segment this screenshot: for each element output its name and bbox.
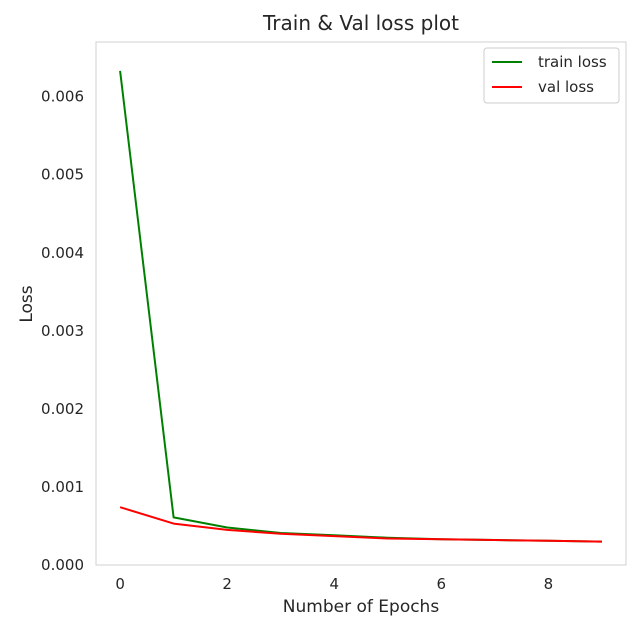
plot-area	[95, 41, 627, 566]
series-line-val-loss	[119, 506, 602, 543]
x-axis: 0 2 4 6 8	[115, 575, 553, 593]
legend-label-train-loss: train loss	[538, 53, 607, 71]
y-tick-label: 0.006	[41, 88, 84, 106]
y-tick-label: 0.003	[41, 322, 84, 340]
x-tick-label: 4	[329, 575, 339, 593]
y-tick-label: 0.000	[41, 556, 84, 574]
legend: train loss val loss	[483, 47, 620, 104]
y-tick-label: 0.005	[41, 166, 84, 184]
chart-title: Train & Val loss plot	[262, 11, 459, 35]
series-lines	[119, 70, 602, 543]
y-tick-label: 0.001	[41, 478, 84, 496]
x-tick-label: 8	[544, 575, 554, 593]
y-tick-label: 0.002	[41, 400, 84, 418]
x-tick-label: 6	[437, 575, 447, 593]
y-tick-label: 0.004	[41, 244, 84, 262]
y-axis: 0.000 0.001 0.002 0.003 0.004 0.005 0.006	[41, 88, 84, 574]
y-axis-label: Loss	[17, 285, 37, 322]
x-axis-label: Number of Epochs	[283, 597, 440, 617]
legend-label-val-loss: val loss	[538, 78, 594, 96]
x-tick-label: 0	[115, 575, 125, 593]
x-tick-label: 2	[222, 575, 232, 593]
